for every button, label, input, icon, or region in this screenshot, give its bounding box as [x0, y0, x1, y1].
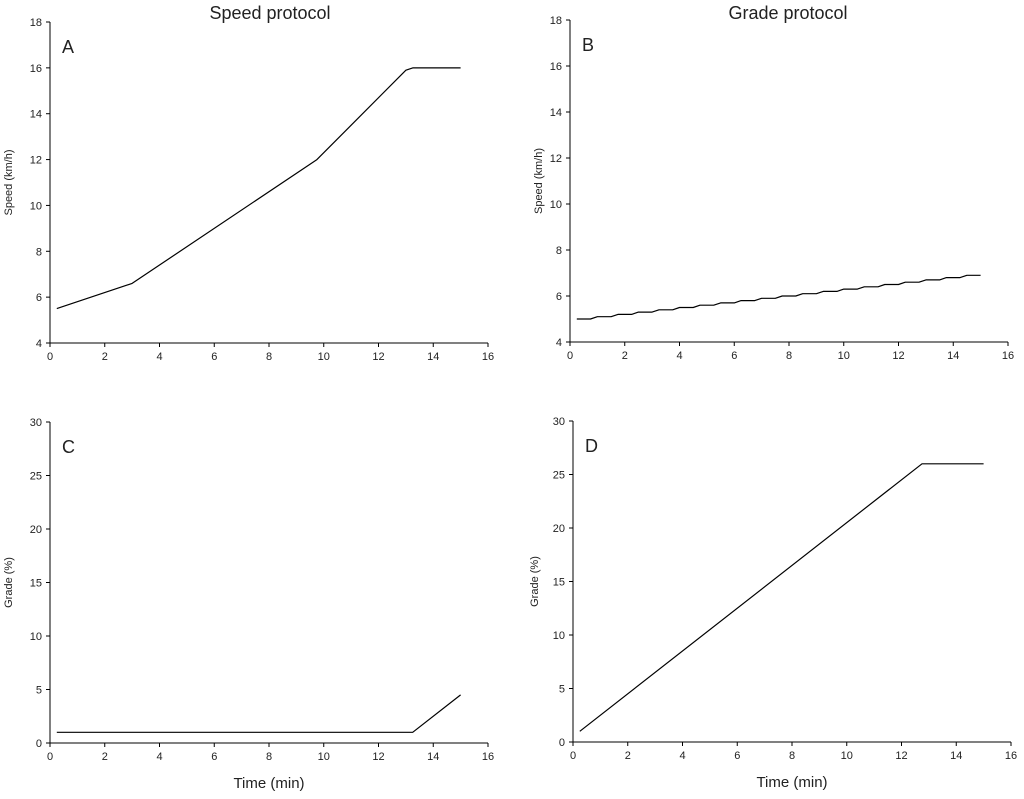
y-tick-label: 30 [553, 416, 565, 428]
x-tick-label: 10 [841, 750, 853, 762]
panel-label: D [585, 436, 598, 456]
x-tick-label: 2 [102, 751, 108, 763]
x-tick-label: 0 [47, 751, 53, 763]
y-tick-label: 20 [30, 524, 42, 536]
series-line [576, 274, 981, 320]
x-axis-label: Time (min) [756, 774, 827, 791]
x-tick-label: 6 [734, 750, 740, 762]
series-line [56, 694, 461, 733]
column-title-grade-protocol: Grade protocol [728, 3, 848, 23]
y-tick-label: 30 [30, 417, 42, 429]
y-axis-label: Speed (km/h) [533, 148, 545, 214]
y-axis-label: Grade (%) [3, 557, 15, 608]
x-tick-label: 4 [676, 350, 682, 362]
y-tick-label: 0 [36, 738, 42, 750]
x-tick-label: 4 [156, 351, 162, 363]
x-tick-label: 8 [786, 350, 792, 362]
y-tick-label: 12 [30, 155, 42, 167]
series-line [579, 463, 984, 732]
y-tick-label: 8 [556, 245, 562, 257]
panel-c: 0 2 4 6 8 10 12 14 16 0 5 10 15 20 25 30 Grade (%) Time (… [3, 417, 494, 792]
y-tick-label: 10 [30, 200, 42, 212]
panel-label: A [62, 37, 74, 57]
panel-d: 0 2 4 6 8 10 12 14 16 0 5 10 15 20 25 30 Grade (%) Time (… [529, 416, 1017, 791]
x-tick-label: 14 [947, 350, 959, 362]
x-tick-label: 0 [570, 750, 576, 762]
y-tick-label: 4 [36, 338, 42, 350]
panel-b: 0 2 4 6 8 10 12 14 16 4 6 8 10 12 14 16 18 Speed (km/h) B [533, 15, 1014, 362]
x-tick-label: 8 [266, 751, 272, 763]
y-tick-label: 18 [30, 17, 42, 29]
x-tick-label: 16 [482, 351, 494, 363]
x-tick-label: 8 [789, 750, 795, 762]
column-title-speed-protocol: Speed protocol [209, 3, 331, 23]
x-tick-label: 10 [318, 351, 330, 363]
y-tick-label: 15 [553, 577, 565, 589]
y-tick-label: 10 [553, 630, 565, 642]
y-tick-label: 6 [556, 291, 562, 303]
y-tick-label: 18 [550, 15, 562, 27]
x-tick-label: 14 [427, 751, 439, 763]
x-tick-label: 4 [156, 751, 162, 763]
y-tick-label: 14 [550, 107, 562, 119]
x-tick-label: 4 [679, 750, 685, 762]
y-tick-label: 12 [550, 153, 562, 165]
x-tick-label: 6 [731, 350, 737, 362]
y-tick-label: 10 [550, 199, 562, 211]
y-tick-label: 16 [30, 63, 42, 75]
y-tick-label: 6 [36, 292, 42, 304]
y-tick-label: 5 [36, 685, 42, 697]
y-tick-label: 4 [556, 337, 562, 349]
y-tick-label: 5 [559, 684, 565, 696]
x-tick-label: 14 [950, 750, 962, 762]
x-tick-label: 6 [211, 351, 217, 363]
y-tick-label: 15 [30, 578, 42, 590]
y-tick-label: 0 [559, 737, 565, 749]
x-tick-label: 12 [372, 751, 384, 763]
x-tick-label: 12 [372, 351, 384, 363]
x-tick-label: 0 [567, 350, 573, 362]
panel-a: 0 2 4 6 8 10 12 14 16 4 6 8 10 12 14 16 18 Speed (km/h) A [3, 17, 494, 363]
series-line [56, 67, 461, 310]
x-tick-label: 10 [838, 350, 850, 362]
panel-label: B [582, 35, 594, 55]
y-tick-label: 14 [30, 109, 42, 121]
x-tick-label: 6 [211, 751, 217, 763]
y-axis-label: Grade (%) [529, 556, 541, 607]
y-tick-label: 25 [553, 470, 565, 482]
x-tick-label: 2 [625, 750, 631, 762]
x-tick-label: 16 [1002, 350, 1014, 362]
panel-label: C [62, 437, 75, 457]
x-tick-label: 2 [102, 351, 108, 363]
x-tick-label: 16 [482, 751, 494, 763]
x-tick-label: 2 [622, 350, 628, 362]
x-tick-label: 0 [47, 351, 53, 363]
y-tick-label: 20 [553, 523, 565, 535]
y-tick-label: 10 [30, 631, 42, 643]
y-axis-label: Speed (km/h) [3, 149, 15, 215]
y-tick-label: 8 [36, 246, 42, 258]
y-tick-label: 16 [550, 61, 562, 73]
x-tick-label: 16 [1005, 750, 1017, 762]
x-tick-label: 10 [318, 751, 330, 763]
x-tick-label: 14 [427, 351, 439, 363]
x-tick-label: 8 [266, 351, 272, 363]
y-tick-label: 25 [30, 471, 42, 483]
x-axis-label: Time (min) [233, 775, 304, 792]
x-tick-label: 12 [895, 750, 907, 762]
x-tick-label: 12 [892, 350, 904, 362]
